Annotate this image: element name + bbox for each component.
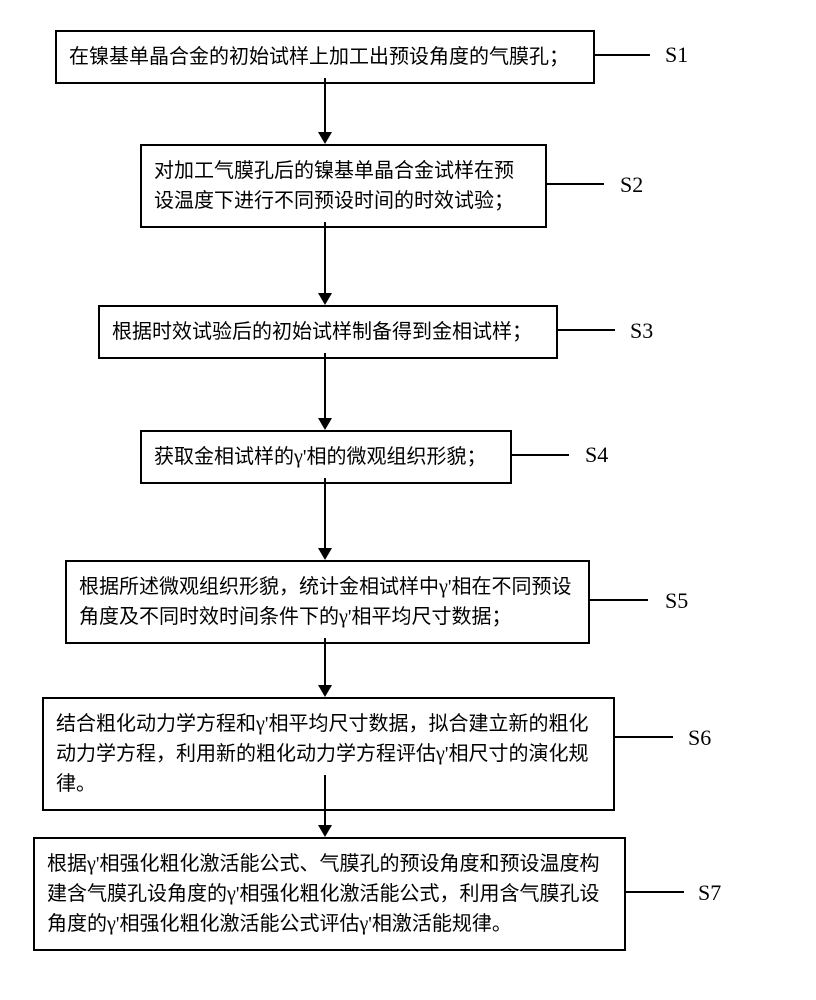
step-text-s1: 在镍基单晶合金的初始试样上加工出预设角度的气膜孔； — [69, 46, 569, 68]
connector-s6-label — [615, 736, 673, 738]
step-box-s1: 在镍基单晶合金的初始试样上加工出预设角度的气膜孔； — [55, 30, 595, 84]
step-label-s4: S4 — [585, 442, 608, 468]
step-label-s6: S6 — [688, 725, 711, 751]
step-box-s6: 结合粗化动力学方程和γ'相平均尺寸数据，拟合建立新的粗化动力学方程，利用新的粗化… — [42, 697, 615, 811]
flowchart-container: 在镍基单晶合金的初始试样上加工出预设角度的气膜孔； S1 对加工气膜孔后的镍基单… — [0, 0, 816, 1000]
connector-s5-label — [590, 599, 648, 601]
arrow-head-s6-s7 — [318, 825, 332, 837]
arrow-line-s4-s5 — [324, 478, 326, 548]
step-text-s5: 根据所述微观组织形貌，统计金相试样中γ'相在不同预设角度及不同时效时间条件下的γ… — [79, 576, 571, 628]
step-box-s2: 对加工气膜孔后的镍基单晶合金试样在预设温度下进行不同预设时间的时效试验； — [140, 144, 547, 228]
step-label-s1: S1 — [665, 42, 688, 68]
step-box-s3: 根据时效试验后的初始试样制备得到金相试样； — [98, 305, 558, 359]
step-text-s2: 对加工气膜孔后的镍基单晶合金试样在预设温度下进行不同预设时间的时效试验； — [154, 160, 514, 212]
step-label-s7: S7 — [698, 880, 721, 906]
connector-s2-label — [547, 183, 604, 185]
step-label-s3: S3 — [630, 318, 653, 344]
step-label-s5: S5 — [665, 588, 688, 614]
connector-s4-label — [512, 454, 569, 456]
arrow-head-s3-s4 — [318, 418, 332, 430]
step-text-s3: 根据时效试验后的初始试样制备得到金相试样； — [112, 321, 532, 343]
arrow-head-s1-s2 — [318, 132, 332, 144]
arrow-head-s2-s3 — [318, 293, 332, 305]
step-text-s7: 根据γ'相强化粗化激活能公式、气膜孔的预设角度和预设温度构建含气膜孔设角度的γ'… — [47, 853, 599, 935]
step-label-s2: S2 — [620, 172, 643, 198]
step-text-s6: 结合粗化动力学方程和γ'相平均尺寸数据，拟合建立新的粗化动力学方程，利用新的粗化… — [56, 713, 588, 795]
arrow-line-s1-s2 — [324, 78, 326, 132]
step-text-s4: 获取金相试样的γ'相的微观组织形貌； — [154, 446, 486, 468]
step-box-s5: 根据所述微观组织形貌，统计金相试样中γ'相在不同预设角度及不同时效时间条件下的γ… — [65, 560, 590, 644]
arrow-line-s5-s6 — [324, 638, 326, 685]
connector-s3-label — [558, 329, 615, 331]
arrow-line-s2-s3 — [324, 222, 326, 293]
arrow-line-s3-s4 — [324, 353, 326, 418]
step-box-s4: 获取金相试样的γ'相的微观组织形貌； — [140, 430, 512, 484]
arrow-head-s4-s5 — [318, 548, 332, 560]
arrow-head-s5-s6 — [318, 685, 332, 697]
step-box-s7: 根据γ'相强化粗化激活能公式、气膜孔的预设角度和预设温度构建含气膜孔设角度的γ'… — [33, 837, 626, 951]
connector-s7-label — [626, 891, 684, 893]
arrow-line-s6-s7 — [324, 775, 326, 825]
connector-s1-label — [595, 54, 650, 56]
